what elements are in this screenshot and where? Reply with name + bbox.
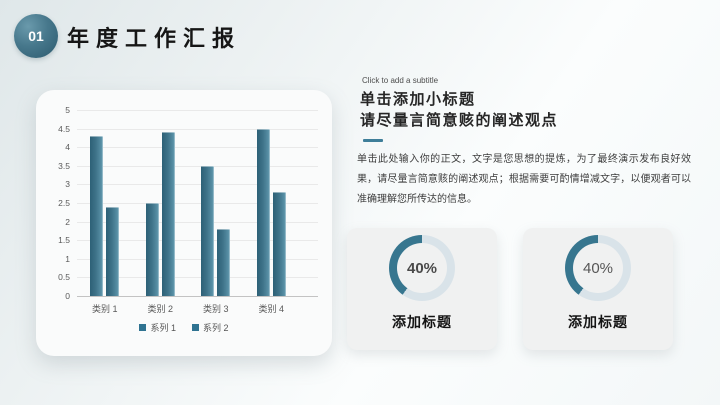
bar-系列 2-类别 1 xyxy=(106,206,120,296)
bar-系列 1-类别 1 xyxy=(90,136,104,296)
chart-gridline xyxy=(77,110,318,111)
y-axis-tick-label: 3 xyxy=(65,179,70,190)
y-axis-tick-label: 1 xyxy=(65,253,70,264)
body-text-placeholder[interactable]: 单击此处输入你的正文，文字是您思想的提炼，为了最终演示发布良好效果，请尽量言简意… xyxy=(357,154,691,205)
bar-系列 1-类别 3 xyxy=(201,165,215,296)
subtitle-line-1: 单击添加小标题 xyxy=(360,91,476,108)
y-axis-tick-label: 5 xyxy=(65,105,70,115)
accent-divider xyxy=(363,139,383,142)
y-axis-tick-label: 4 xyxy=(65,142,70,153)
percent-value: 40% xyxy=(406,259,438,277)
bar-系列 2-类别 3 xyxy=(217,229,231,296)
bar-group xyxy=(188,165,244,296)
y-axis-tick-label: 2.5 xyxy=(58,198,70,208)
bar-group xyxy=(133,132,189,296)
legend-item: 系列 1 xyxy=(139,321,176,334)
stat-card-2[interactable]: 40% 添加标题 xyxy=(523,228,673,350)
legend-label: 系列 1 xyxy=(150,323,176,333)
bar-系列 1-类别 2 xyxy=(145,203,159,296)
bar-系列 1-类别 4 xyxy=(256,128,270,296)
y-axis-tick-label: 0 xyxy=(65,291,70,301)
stat-card-1[interactable]: 40% 添加标题 xyxy=(347,228,497,350)
y-axis-tick-label: 4.5 xyxy=(58,123,70,134)
donut-chart-1: 40% xyxy=(389,235,455,301)
bar-chart-card[interactable]: 5 4.5 4 3.5 3 2.5 2 1.5 1 0.5 0 类别 1 类别 2 类别 3 类别 4 系列 … xyxy=(36,90,332,356)
chart-gridline xyxy=(77,203,318,204)
chart-gridline xyxy=(77,147,318,149)
subtitle-line-2: 请尽量言简意赅的阐述观点 xyxy=(360,112,559,129)
section-subtitle[interactable]: 单击添加小标题 请尽量言简意赅的阐述观点 xyxy=(360,89,558,131)
legend-item: 系列 2 xyxy=(192,321,229,334)
legend-label: 系列 2 xyxy=(203,323,229,333)
x-axis-category-label: 类别 1 xyxy=(91,304,118,314)
chart-legend: 系列 1 系列 2 xyxy=(36,321,332,334)
donut-hole xyxy=(573,243,623,293)
bar-系列 2-类别 4 xyxy=(272,191,286,296)
donut-chart-2: 40% xyxy=(565,235,631,301)
y-axis-tick-label: 1.5 xyxy=(58,235,70,246)
y-axis-tick-label: 0.5 xyxy=(58,272,70,283)
donut-hole xyxy=(397,243,447,293)
x-axis-category-label: 类别 3 xyxy=(202,304,229,314)
section-number: 01 xyxy=(28,28,44,44)
bar-group xyxy=(244,128,300,296)
subtitle-placeholder-hint[interactable]: Click to add a subtitle xyxy=(362,76,439,85)
chart-gridline xyxy=(77,184,318,186)
chart-gridline xyxy=(77,165,318,167)
chart-gridline xyxy=(77,240,318,242)
percent-value: 40% xyxy=(582,259,614,277)
section-number-badge: 01 xyxy=(14,14,58,58)
legend-swatch-icon xyxy=(192,324,199,331)
stat-card-title[interactable]: 添加标题 xyxy=(392,314,452,330)
chart-gridline xyxy=(77,296,318,297)
slide-title[interactable]: 年度工作汇报 xyxy=(67,26,242,51)
y-axis-tick-label: 3.5 xyxy=(58,160,70,171)
x-axis-category-label: 类别 4 xyxy=(258,304,284,314)
chart-gridline xyxy=(77,128,318,130)
chart-gridline xyxy=(77,258,318,260)
chart-gridline xyxy=(77,277,318,279)
stat-card-title[interactable]: 添加标题 xyxy=(568,314,628,330)
y-axis-tick-label: 2 xyxy=(65,216,70,227)
x-axis-category-label: 类别 2 xyxy=(147,304,173,314)
bar-group xyxy=(77,136,133,296)
legend-swatch-icon xyxy=(139,324,147,331)
chart-gridline xyxy=(77,221,318,223)
bar-系列 2-类别 2 xyxy=(161,132,175,296)
